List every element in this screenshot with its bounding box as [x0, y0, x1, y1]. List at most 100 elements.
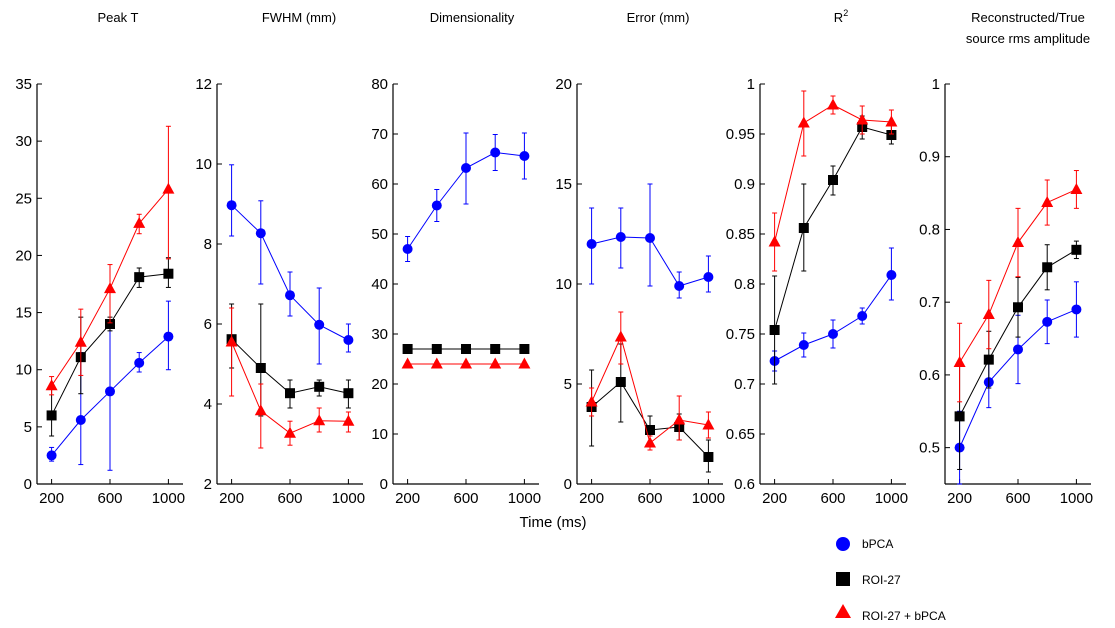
x-axis-label: Time (ms) [520, 514, 587, 531]
panel-title: FWHM (mm) [262, 10, 336, 25]
series-bpca [46, 300, 174, 471]
data-point [226, 200, 237, 211]
y-tick-label: 0.8 [734, 276, 755, 293]
y-tick-label: 30 [15, 133, 32, 150]
data-point [827, 98, 839, 110]
y-tick-label: 0.5 [919, 440, 940, 457]
data-point [954, 411, 965, 422]
x-tick-label: 1000 [508, 490, 541, 507]
panel-title: Dimensionality [430, 10, 515, 25]
data-point [461, 344, 471, 354]
data-point [1041, 196, 1054, 208]
data-point [105, 386, 115, 397]
legend-marker-roi-27 [836, 572, 850, 586]
x-tick-label: 1000 [332, 490, 365, 507]
x-tick-label: 200 [219, 490, 244, 507]
y-tick-label: 2 [204, 476, 212, 493]
y-tick-label: 0.65 [726, 426, 755, 443]
data-point [586, 239, 597, 249]
data-point [953, 356, 966, 368]
y-tick-label: 15 [555, 176, 572, 193]
data-point [702, 418, 715, 430]
data-point [645, 233, 655, 243]
data-point [615, 377, 626, 387]
x-tick-label: 1000 [1060, 490, 1093, 507]
x-tick-label: 200 [947, 490, 972, 507]
series-bpca [586, 183, 714, 299]
y-tick-label: 6 [204, 316, 212, 333]
data-point [519, 151, 530, 161]
series-roi-27 [226, 303, 354, 417]
panel-r: R2 0.6 0.65 0.7 0.75 0.8 0.85 0.9 0.95 1 200 600 100… [726, 8, 908, 507]
series-roi-27 [586, 343, 714, 473]
x-tick-label: 200 [39, 490, 64, 507]
data-point [857, 311, 868, 321]
series-roi-27-bpca [225, 307, 355, 449]
x-tick-label: 600 [453, 490, 478, 507]
series-roi-27-bpca [585, 311, 715, 451]
data-point [828, 329, 838, 339]
data-point [314, 381, 325, 392]
data-point [431, 344, 442, 354]
data-point [45, 379, 58, 391]
legend-marker-bpca [836, 537, 850, 551]
data-point [105, 319, 115, 329]
data-point [1013, 302, 1023, 313]
data-point [886, 270, 897, 280]
panel-title: Error (mm) [627, 10, 690, 25]
y-tick-label: 10 [15, 362, 32, 379]
data-point [1042, 262, 1053, 273]
y-tick-label: 25 [15, 190, 32, 207]
y-tick-label: 70 [371, 126, 388, 143]
series-roi-27-bpca [768, 90, 898, 272]
panel-error-mm: Error (mm) 0 5 10 15 20 200 600 1000 [555, 10, 725, 507]
data-point [134, 272, 145, 283]
data-point [489, 357, 502, 369]
data-point [104, 282, 116, 294]
y-tick-label: 40 [371, 276, 388, 293]
series-roi-27 [402, 344, 530, 354]
data-point [673, 413, 686, 425]
panel-title: R2 [834, 8, 848, 25]
y-tick-label: 0 [564, 476, 572, 493]
x-tick-label: 600 [1005, 490, 1030, 507]
x-tick-label: 1000 [875, 490, 908, 507]
data-point [133, 216, 146, 228]
y-tick-label: 0.7 [919, 294, 940, 311]
y-tick-label: 0.85 [726, 226, 755, 243]
series-bpca [402, 132, 530, 262]
data-point [46, 410, 57, 421]
data-point [285, 388, 295, 399]
y-tick-label: 0.6 [919, 367, 940, 384]
data-point [798, 340, 809, 350]
panel-dimensionality: Dimensionality 0 10 20 30 40 50 60 70 80 200 600 100… [371, 10, 541, 507]
legend-label-bpca: bPCA [862, 537, 893, 551]
y-tick-label: 20 [555, 76, 572, 93]
x-tick-label: 200 [579, 490, 604, 507]
y-tick-label: 50 [371, 226, 388, 243]
x-tick-label: 600 [820, 490, 845, 507]
panel-title-line: Reconstructed/True [971, 10, 1085, 25]
legend-marker-roi-27-bpca [835, 604, 851, 618]
y-tick-label: 8 [204, 236, 212, 253]
data-point [314, 319, 325, 330]
y-tick-label: 10 [371, 426, 388, 443]
y-tick-label: 1 [932, 76, 940, 93]
y-tick-label: 0.7 [734, 376, 755, 393]
data-point [490, 147, 501, 158]
data-point [798, 223, 809, 233]
data-point [885, 115, 898, 127]
data-point [982, 308, 995, 320]
panel-peak-t: Peak T 0 5 10 15 20 25 30 35 200 600 1000 [15, 10, 185, 507]
y-tick-label: 0.75 [726, 326, 755, 343]
data-point [615, 232, 626, 242]
data-point [75, 415, 86, 425]
y-tick-label: 0.8 [919, 221, 940, 238]
data-point [490, 344, 501, 354]
data-point [74, 335, 87, 347]
data-point [983, 354, 994, 365]
y-tick-label: 20 [15, 247, 32, 264]
data-point [674, 281, 685, 291]
